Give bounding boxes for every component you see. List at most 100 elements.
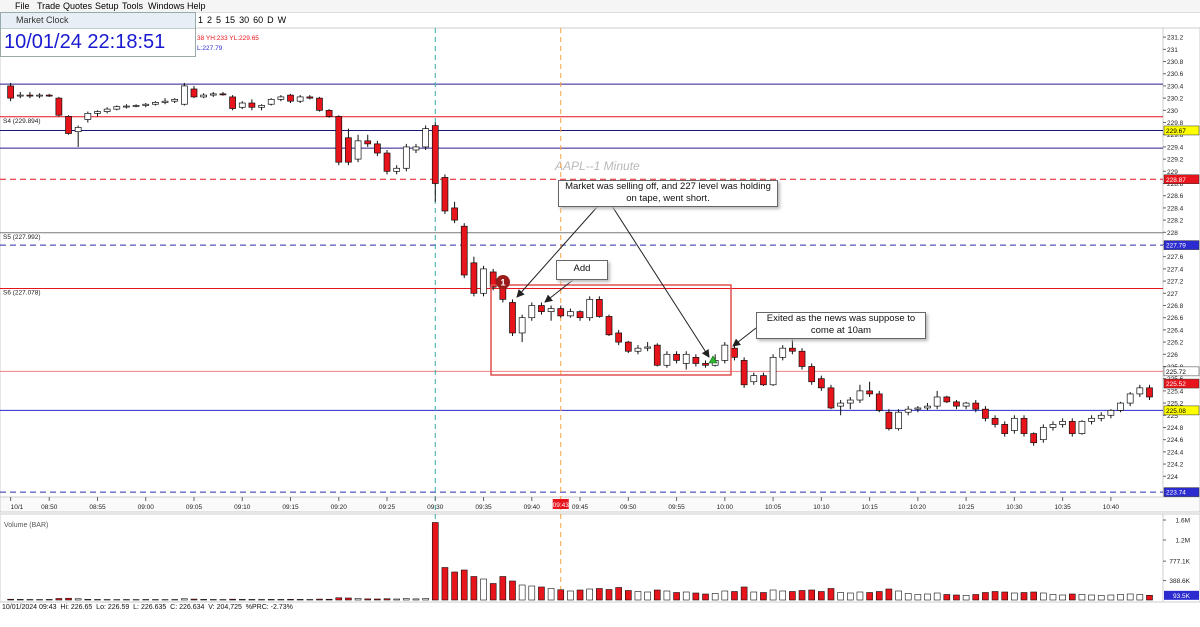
- candle-body: [837, 402, 844, 407]
- x-tick-label: 09:25: [379, 504, 396, 511]
- menu-item[interactable]: Tools: [122, 1, 144, 11]
- candle-body: [480, 268, 487, 294]
- candle-body: [402, 146, 410, 169]
- exit-marker: [708, 355, 718, 364]
- candle-body: [538, 305, 545, 312]
- y-tick-label: 224.2: [1167, 462, 1184, 469]
- candle-body: [1136, 387, 1144, 395]
- volume-bar: [991, 591, 999, 601]
- y-tick-label: 229.2: [1167, 157, 1184, 164]
- x-tick-label: 10:10: [813, 504, 830, 511]
- candle-body: [374, 143, 381, 154]
- info-line: L:227.79: [197, 45, 223, 52]
- timeframe-button[interactable]: D: [267, 15, 274, 25]
- volume-bar: [229, 598, 236, 601]
- timeframe-button[interactable]: 60: [253, 15, 264, 25]
- volume-bar: [258, 599, 265, 601]
- candle-body: [663, 353, 671, 366]
- candle-body: [451, 207, 458, 221]
- menu-item[interactable]: Setup: [95, 1, 119, 11]
- candle-body: [962, 402, 970, 407]
- menu-item[interactable]: File: [15, 1, 30, 11]
- volume-bar: [663, 590, 671, 601]
- candle-body: [866, 390, 873, 395]
- x-tick-label: 09:55: [668, 504, 685, 511]
- candle-body: [596, 299, 603, 317]
- candle-body: [509, 302, 516, 334]
- volume-bar: [364, 598, 372, 601]
- y-tick-label: 228.2: [1167, 218, 1184, 225]
- volume-bar: [200, 599, 207, 601]
- x-tick-label: 09:05: [186, 504, 203, 511]
- candle-body: [94, 111, 101, 114]
- price-badge: [1163, 366, 1200, 377]
- volume-bar: [55, 598, 63, 601]
- x-tick-label: 09:40: [524, 504, 541, 511]
- volume-pane: [0, 513, 1164, 603]
- candles: [7, 82, 1153, 446]
- x-tick-label: 10:25: [958, 504, 975, 511]
- y-tick-label: 228.6: [1167, 193, 1184, 200]
- annotation-note: Add: [556, 260, 608, 280]
- candle-body: [518, 317, 526, 334]
- timeframe-button[interactable]: 15: [225, 15, 236, 25]
- candle-body: [760, 375, 767, 386]
- volume-bar: [94, 599, 101, 601]
- menu-item[interactable]: Quotes: [63, 1, 93, 11]
- candle-body: [248, 102, 256, 108]
- x-tick-label: 10:35: [1054, 504, 1071, 511]
- candle-body: [103, 108, 111, 112]
- x-tick-label: 10/1: [11, 504, 24, 511]
- price-badge-label: 227.79: [1166, 243, 1186, 250]
- y-tick-label: 227.6: [1167, 254, 1184, 261]
- candle-body: [1039, 427, 1047, 441]
- menu-item[interactable]: Windows: [148, 1, 185, 11]
- timeframe-button[interactable]: 5: [216, 15, 222, 25]
- y-tick-label: 226: [1167, 352, 1178, 359]
- timeframe-button[interactable]: W: [277, 15, 287, 25]
- volume-bar: [538, 586, 545, 601]
- y-tick-label: 229.4: [1167, 144, 1184, 151]
- level-label: S5 (227.992): [3, 234, 41, 241]
- y-tick-label: 229: [1167, 169, 1178, 176]
- y-tick-label: 227: [1167, 291, 1178, 298]
- candle-body: [982, 408, 989, 419]
- volume-bar: [1088, 594, 1095, 601]
- timeframe-button[interactable]: 1: [198, 15, 204, 25]
- y-tick-label: 230.2: [1167, 96, 1184, 103]
- volume-bar: [808, 589, 815, 601]
- menu-item[interactable]: Help: [187, 1, 206, 11]
- candle-body: [576, 311, 584, 319]
- volume-bar: [7, 598, 14, 601]
- candle-body: [161, 100, 169, 103]
- volume-bar: [181, 598, 188, 601]
- candle-body: [65, 116, 72, 134]
- x-tick-label: 09:10: [234, 504, 251, 511]
- y-tick-label: 230.6: [1167, 71, 1184, 78]
- volume-bar: [238, 599, 246, 601]
- menu-item[interactable]: Trade: [37, 1, 61, 11]
- volume-bar: [760, 592, 767, 601]
- timeframe-button[interactable]: 30: [239, 15, 250, 25]
- timeframe-button[interactable]: 2: [207, 15, 213, 25]
- price-axis: [1162, 27, 1200, 498]
- candle-body: [470, 262, 478, 294]
- candle-body: [1117, 402, 1124, 411]
- y-tick-label: 225: [1167, 413, 1178, 420]
- x-tick-label: 10:40: [1103, 504, 1120, 511]
- candle-body: [731, 347, 738, 358]
- candle-body: [924, 405, 931, 409]
- volume-axis: [1162, 513, 1200, 603]
- candle-body: [1011, 417, 1018, 431]
- candle-body: [383, 152, 391, 172]
- y-tick-label: 227.4: [1167, 266, 1184, 273]
- volume-bar: [480, 578, 487, 601]
- candle-body: [325, 109, 333, 117]
- candle-body: [827, 387, 835, 409]
- volume-bar: [653, 589, 661, 601]
- candle-body: [1088, 417, 1095, 422]
- candle-body: [345, 137, 352, 163]
- y-tick-label: 224.4: [1167, 449, 1184, 456]
- volume-bar: [682, 591, 690, 601]
